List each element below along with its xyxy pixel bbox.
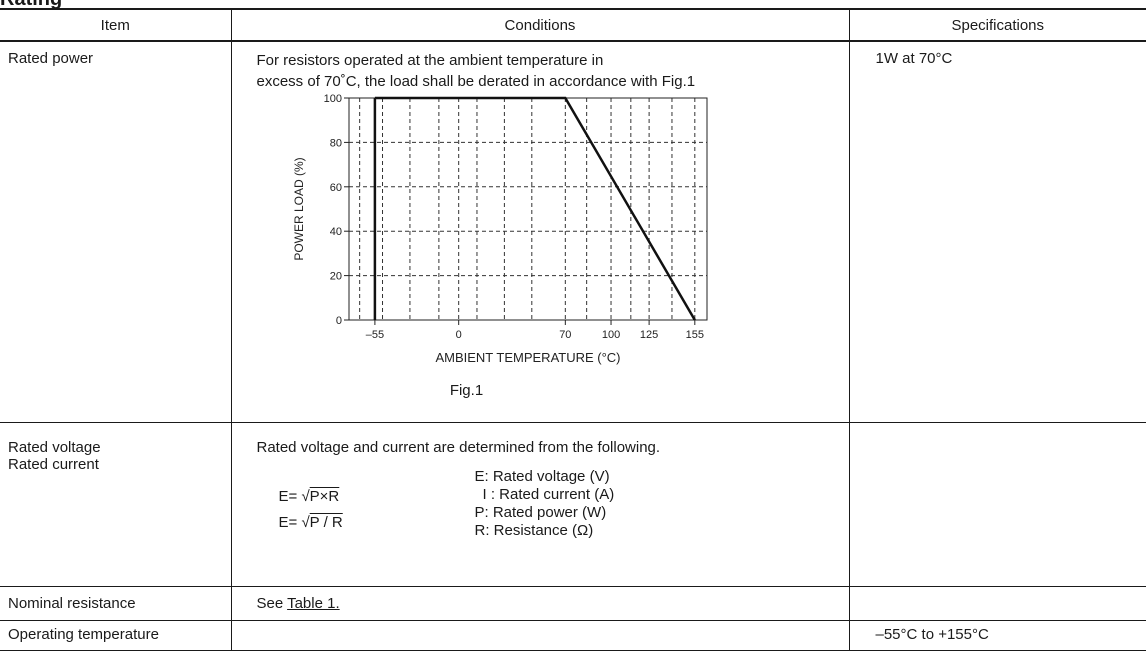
- item-label: Operating temperature: [8, 626, 159, 643]
- rating-table: Item Conditions Specifications Rated pow…: [0, 8, 1146, 651]
- table-row: Rated power For resistors operated at th…: [0, 40, 1146, 423]
- sqrt-icon: √: [301, 488, 310, 505]
- header-conditions: Conditions: [230, 8, 850, 42]
- conditions-cell: [230, 620, 850, 651]
- item-cell: Rated voltage Rated current: [0, 422, 232, 587]
- condition-text: Rated voltage and current are determined…: [256, 439, 661, 456]
- x-tick-label: 100: [601, 329, 619, 341]
- conditions-cell: See Table 1.: [230, 586, 850, 621]
- x-axis-label: AMBIENT TEMPERATURE (°C): [435, 350, 620, 365]
- spec-value: –55°C to +155°C: [875, 626, 989, 643]
- item-cell: Operating temperature: [0, 620, 232, 651]
- item-label: Rated power: [8, 50, 94, 67]
- spec-cell: –55°C to +155°C: [848, 620, 1146, 651]
- condition-text: excess of 70˚C, the load shall be derate…: [256, 73, 696, 90]
- y-axis-label: POWER LOAD (%): [292, 157, 306, 260]
- table-row: Rated voltage Rated current Rated voltag…: [0, 422, 1146, 587]
- condition-text: See: [256, 595, 288, 612]
- conditions-cell: Rated voltage and current are determined…: [230, 422, 850, 587]
- condition-text: For resistors operated at the ambient te…: [256, 52, 604, 69]
- spec-value: 1W at 70°C: [875, 50, 953, 67]
- section-title: Rating: [0, 0, 62, 11]
- y-tick-label: 0: [335, 315, 341, 327]
- table-1-link[interactable]: Table 1.: [287, 595, 340, 612]
- y-tick-label: 20: [329, 271, 341, 283]
- spec-cell: [848, 422, 1146, 587]
- item-label: Rated current: [8, 456, 99, 473]
- symbol-legend: E: Rated voltage (V) I : Rated current (…: [475, 468, 615, 540]
- derating-chart: 0 20 40 60 80 100 –55 0 70 100 125 155 AMBIENT TEMPE…: [257, 92, 817, 422]
- item-cell: Rated power: [0, 40, 232, 423]
- table-header-row: Item Conditions Specifications: [0, 8, 1146, 42]
- item-label: Nominal resistance: [8, 595, 136, 612]
- table-row: Nominal resistance See Table 1.: [0, 586, 1146, 621]
- y-tick-label: 100: [323, 93, 341, 105]
- legend-item: E: Rated voltage (V): [474, 468, 610, 485]
- plot-frame: [348, 97, 707, 321]
- spec-cell: [848, 586, 1146, 621]
- y-tick-label: 60: [329, 182, 341, 194]
- header-specifications: Specifications: [848, 8, 1146, 42]
- conditions-cell: For resistors operated at the ambient te…: [230, 40, 850, 423]
- x-tick-label: 155: [685, 329, 703, 341]
- x-tick-label: –55: [365, 329, 383, 341]
- header-item: Item: [0, 8, 232, 42]
- sqrt-icon: √: [301, 514, 310, 531]
- legend-item: P: Rated power (W): [474, 504, 607, 521]
- y-tick-label: 40: [329, 226, 341, 238]
- formula-voltage: E= √P×R: [278, 488, 340, 505]
- item-label: Rated voltage: [8, 439, 101, 456]
- legend-item: R: Resistance (Ω): [474, 522, 594, 539]
- legend-item: I : Rated current (A): [482, 486, 615, 503]
- series-line: [374, 96, 696, 321]
- figure-caption: Fig.1: [449, 382, 484, 399]
- x-tick-label: 125: [639, 329, 657, 341]
- x-tick-label: 0: [455, 329, 461, 341]
- formula-block: E= √P×R E= √P / R E: Rated voltage (V) I…: [257, 462, 837, 572]
- table-row: Operating temperature –55°C to +155°C: [0, 620, 1146, 651]
- x-tick-label: 70: [559, 329, 571, 341]
- item-cell: Nominal resistance: [0, 586, 232, 621]
- spec-cell: 1W at 70°C: [848, 40, 1146, 423]
- formula-current: E= √P / R: [278, 514, 343, 531]
- y-tick-label: 80: [329, 137, 341, 149]
